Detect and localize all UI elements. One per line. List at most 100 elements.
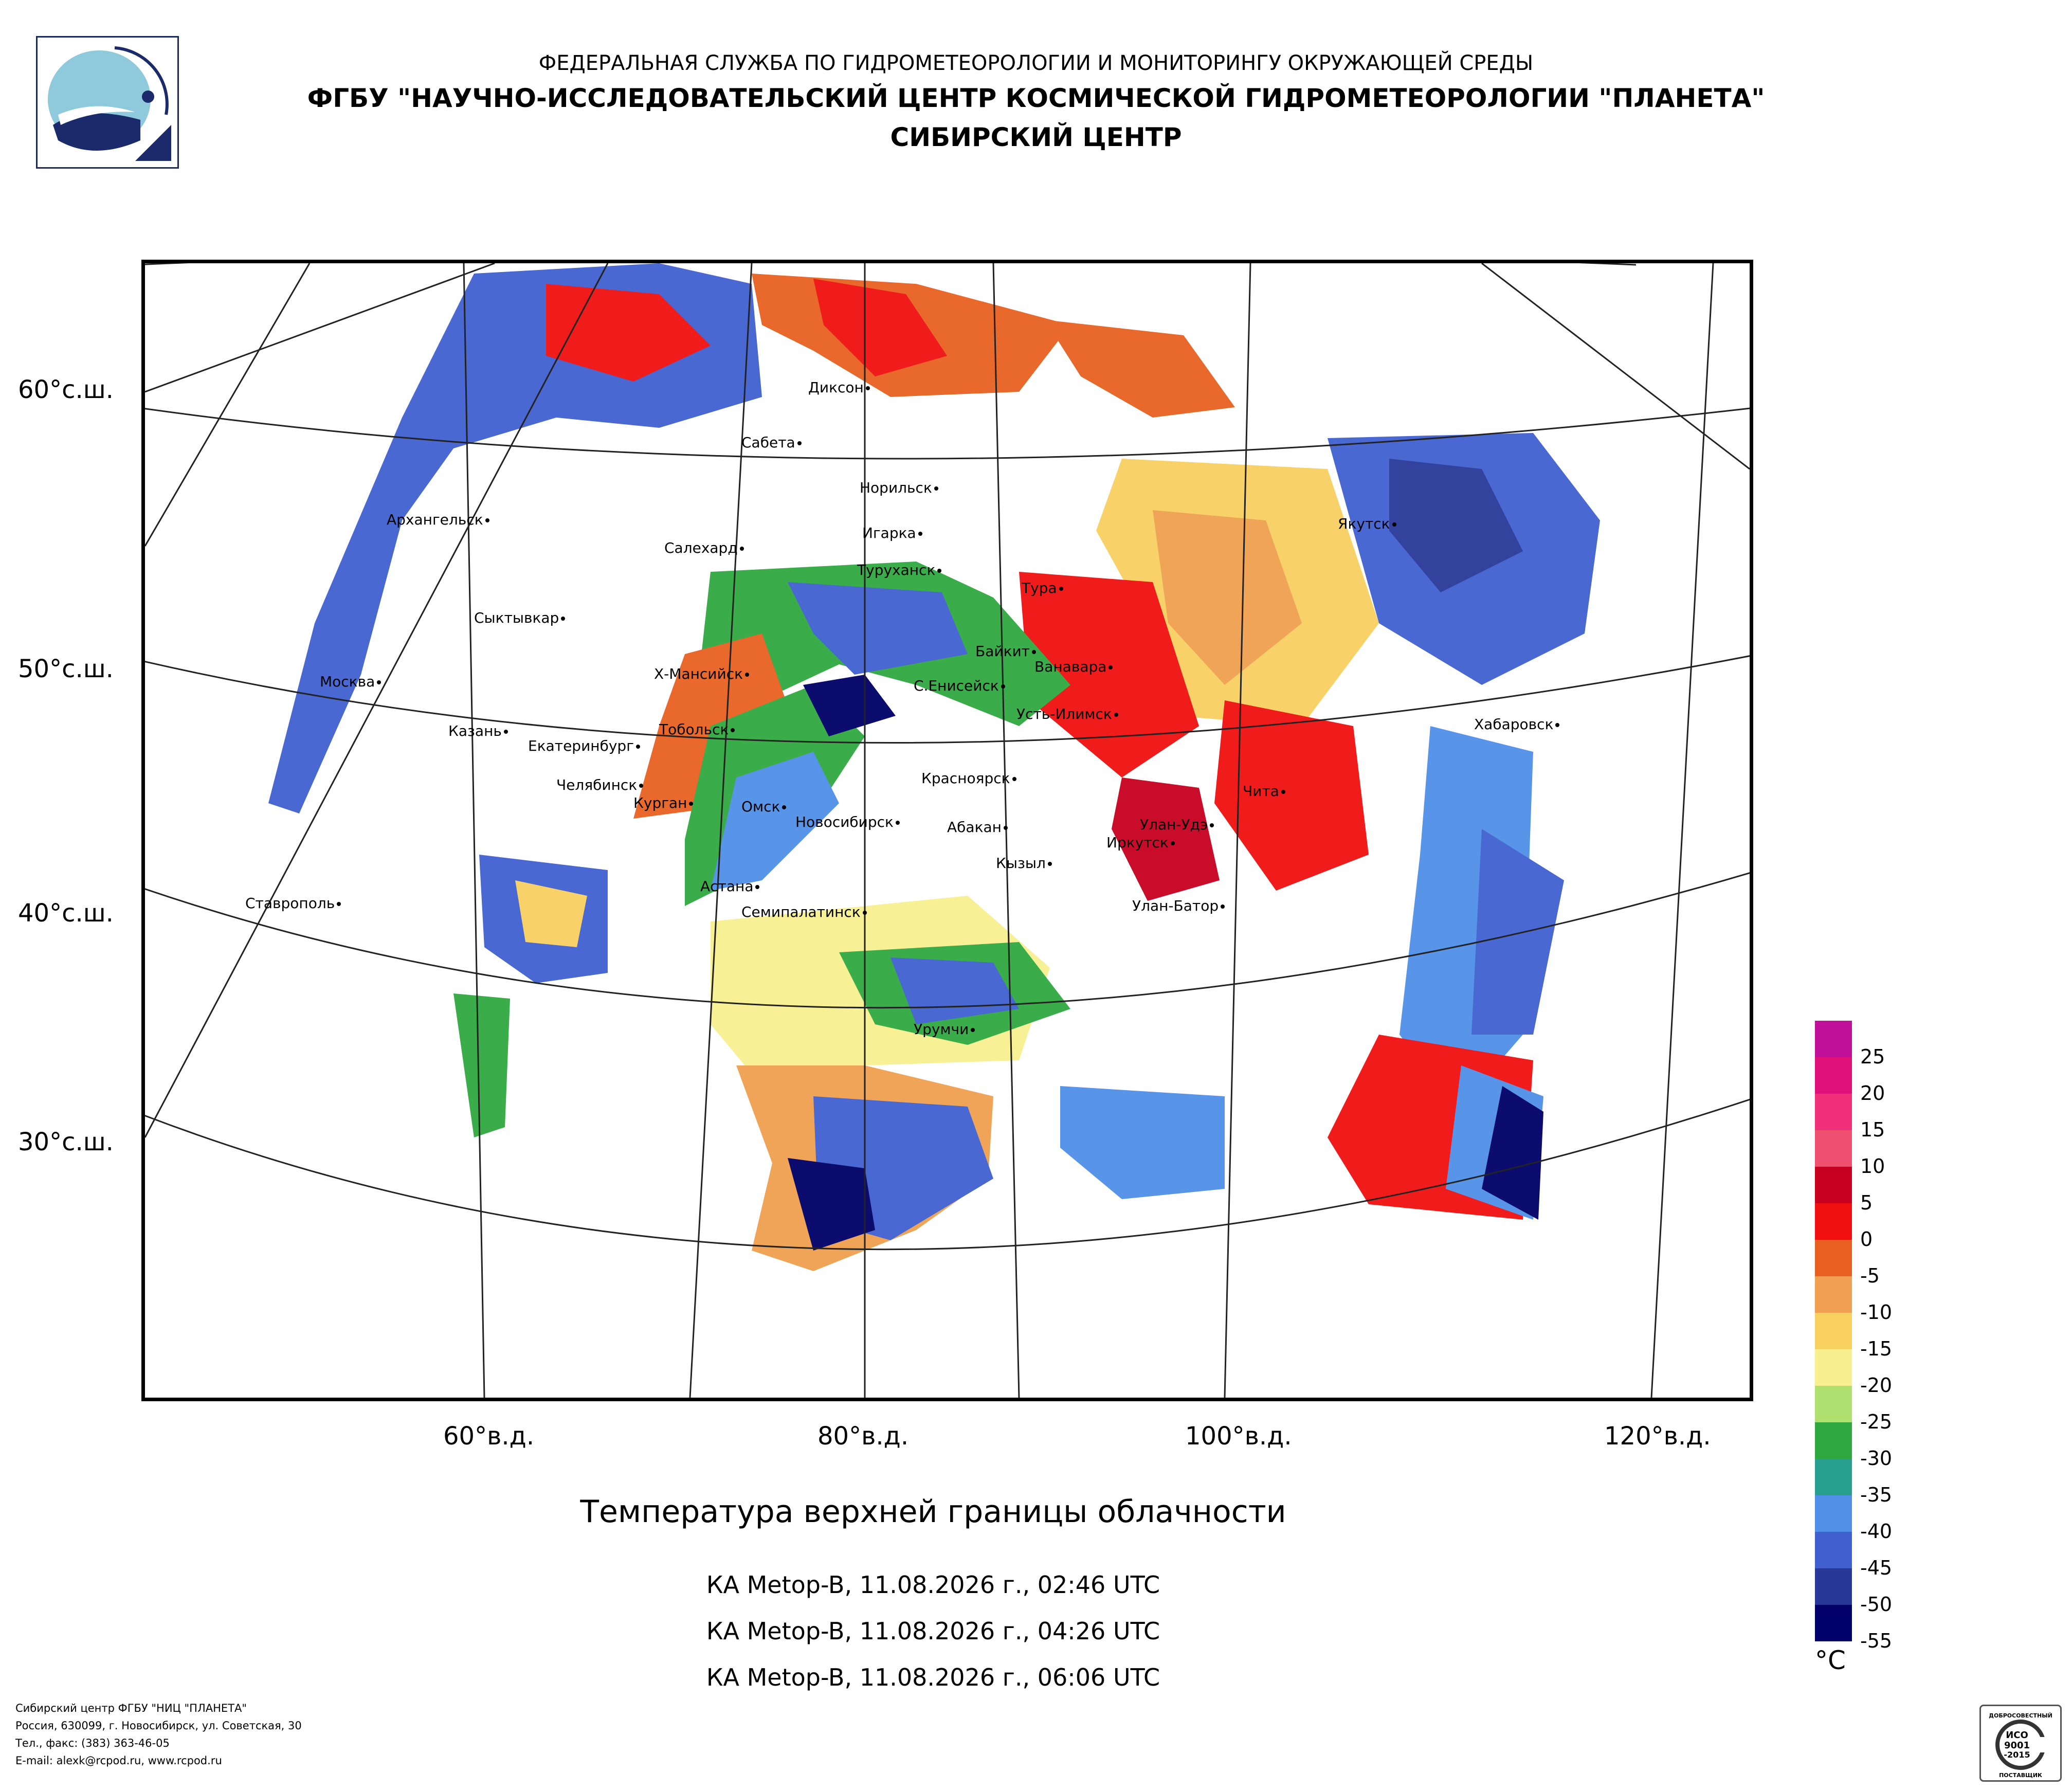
legend-swatch [1815, 1021, 1852, 1057]
lon-label-120: 120°в.д. [1604, 1422, 1711, 1451]
cloud-temperature-swath [263, 263, 1636, 1271]
city-label: С.Енисейск [914, 677, 1005, 694]
legend-swatch [1815, 1349, 1852, 1386]
agency-name: ФЕДЕРАЛЬНАЯ СЛУЖБА ПО ГИДРОМЕТЕОРОЛОГИИ … [538, 51, 1534, 75]
iso-certificate-badge: ДОБРОСОВЕСТНЫЙ ИСО 9001 -2015 ПОСТАВЩИК [1979, 1705, 2062, 1782]
parallel-50 [145, 655, 1750, 744]
city-marker-icon [865, 386, 870, 390]
lat-label-50: 50°с.ш. [18, 655, 114, 683]
cert-year: -2015 [2004, 1750, 2030, 1760]
city-label: Кызыл [996, 855, 1052, 872]
institute-name: ФГБУ "НАУЧНО-ИССЛЕДОВАТЕЛЬСКИЙ ЦЕНТР КОС… [307, 83, 1765, 113]
legend-swatch [1815, 1459, 1852, 1495]
footer-line: Тел., факс: (383) 363-46-05 [15, 1737, 170, 1749]
center-name: СИБИРСКИЙ ЦЕНТР [890, 122, 1182, 152]
lat-label-30: 30°с.ш. [18, 1128, 114, 1156]
city-label: Семипалатинск [741, 903, 867, 920]
cert-bottom-text: ПОСТАВЩИК [1999, 1772, 2042, 1779]
cert-num: 9001 [2004, 1740, 2030, 1751]
city-label: Урумчи [914, 1021, 975, 1038]
city-marker-icon [934, 486, 938, 491]
city-label: Сабета [741, 434, 802, 451]
lon-label-80: 80°в.д. [817, 1422, 909, 1451]
lon-label-100: 100°в.д. [1185, 1422, 1292, 1451]
city-label: Екатеринбург [528, 737, 640, 754]
city-marker-icon [485, 518, 489, 522]
legend-tick-label: 15 [1860, 1118, 1885, 1141]
city-marker-icon [1003, 826, 1008, 830]
city-label: Курган [633, 794, 694, 811]
city-marker-icon [918, 532, 922, 536]
legend-swatch [1815, 1167, 1852, 1203]
legend-swatch [1815, 1276, 1852, 1313]
city-label: Новосибирск [795, 813, 900, 830]
city-marker-icon [745, 673, 750, 677]
legend-swatch [1815, 1313, 1852, 1349]
legend-swatch [1815, 1532, 1852, 1568]
legend-tick-label: -25 [1860, 1410, 1893, 1433]
lat-label-40: 40°с.ш. [18, 899, 114, 928]
legend-swatch [1815, 1057, 1852, 1094]
meridian-120 [1650, 263, 1714, 1398]
parallel-30 [145, 1098, 1750, 1251]
legend-tick-label: -55 [1860, 1630, 1893, 1652]
city-label: Х-Мансийск [654, 665, 750, 682]
legend-tick-label: -45 [1860, 1557, 1893, 1579]
legend-swatch [1815, 1422, 1852, 1459]
legend-tick-label: 0 [1860, 1228, 1873, 1251]
legend-tick-label: -15 [1860, 1337, 1893, 1360]
legend-tick-label: -50 [1860, 1593, 1893, 1616]
satellite-pass: КА Metop-B, 11.08.2026 г., 06:06 UTC [706, 1663, 1160, 1691]
legend-tick-label: 20 [1860, 1082, 1885, 1105]
city-marker-icon [797, 441, 802, 445]
satellite-pass: КА Metop-B, 11.08.2026 г., 02:46 UTC [706, 1571, 1160, 1599]
city-label: Челябинск [556, 776, 644, 793]
city-label: Якутск [1338, 515, 1396, 532]
city-label: Усть-Илимск [1016, 705, 1118, 722]
meridian-100 [1224, 263, 1251, 1398]
map-title: Температура верхней границы облачности [580, 1494, 1286, 1530]
contact-info: Сибирский центр ФГБУ "НИЦ "ПЛАНЕТА" Росс… [15, 1699, 302, 1769]
city-label: Астана [700, 878, 760, 895]
satellite-pass: КА Metop-B, 11.08.2026 г., 04:26 UTC [706, 1617, 1160, 1645]
city-label: Архангельск [387, 511, 489, 528]
city-label: Абакан [947, 819, 1008, 836]
city-label: Норильск [860, 479, 938, 496]
legend-tick-label: -40 [1860, 1520, 1893, 1543]
city-marker-icon [1001, 684, 1005, 689]
cert-top-text: ДОБРОСОВЕСТНЫЙ [1989, 1712, 2052, 1719]
city-marker-icon [782, 805, 787, 809]
color-scale-legend [1815, 1021, 1856, 1641]
cert-iso: ИСО [2006, 1730, 2028, 1741]
city-marker-icon [635, 745, 640, 749]
city-label: Улан-Батор [1132, 897, 1225, 914]
city-marker-icon [1281, 790, 1285, 794]
city-marker-icon [937, 569, 942, 573]
city-marker-icon [1031, 650, 1036, 654]
city-marker-icon [862, 911, 867, 915]
legend-tick-label: -30 [1860, 1447, 1893, 1470]
city-marker-icon [755, 885, 760, 889]
city-label: Диксон [808, 379, 870, 396]
city-label: Игарка [862, 524, 922, 541]
city-marker-icon [1012, 777, 1016, 781]
parallel-40 [145, 872, 1750, 1009]
city-marker-icon [377, 680, 381, 684]
legend-swatch [1815, 1240, 1852, 1276]
city-marker-icon [1047, 862, 1052, 866]
legend-swatch [1815, 1495, 1852, 1532]
city-label: Омск [741, 798, 787, 815]
city-label: Ванавара [1034, 658, 1113, 675]
city-label: Тура [1022, 580, 1063, 596]
city-marker-icon [561, 617, 566, 621]
city-marker-icon [337, 902, 341, 906]
city-marker-icon [1392, 522, 1396, 527]
legend-swatch [1815, 1130, 1852, 1167]
city-label: Москва [320, 673, 381, 690]
legend-tick-label: 10 [1860, 1155, 1885, 1178]
meridian-60 [463, 263, 485, 1398]
legend-swatch [1815, 1568, 1852, 1605]
legend-tick-label: 5 [1860, 1191, 1873, 1214]
legend-tick-label: -20 [1860, 1374, 1893, 1397]
city-marker-icon [731, 728, 735, 732]
